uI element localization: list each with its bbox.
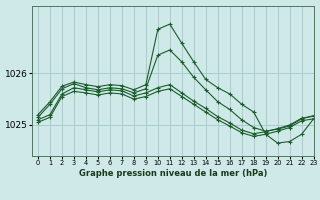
X-axis label: Graphe pression niveau de la mer (hPa): Graphe pression niveau de la mer (hPa) <box>79 169 267 178</box>
